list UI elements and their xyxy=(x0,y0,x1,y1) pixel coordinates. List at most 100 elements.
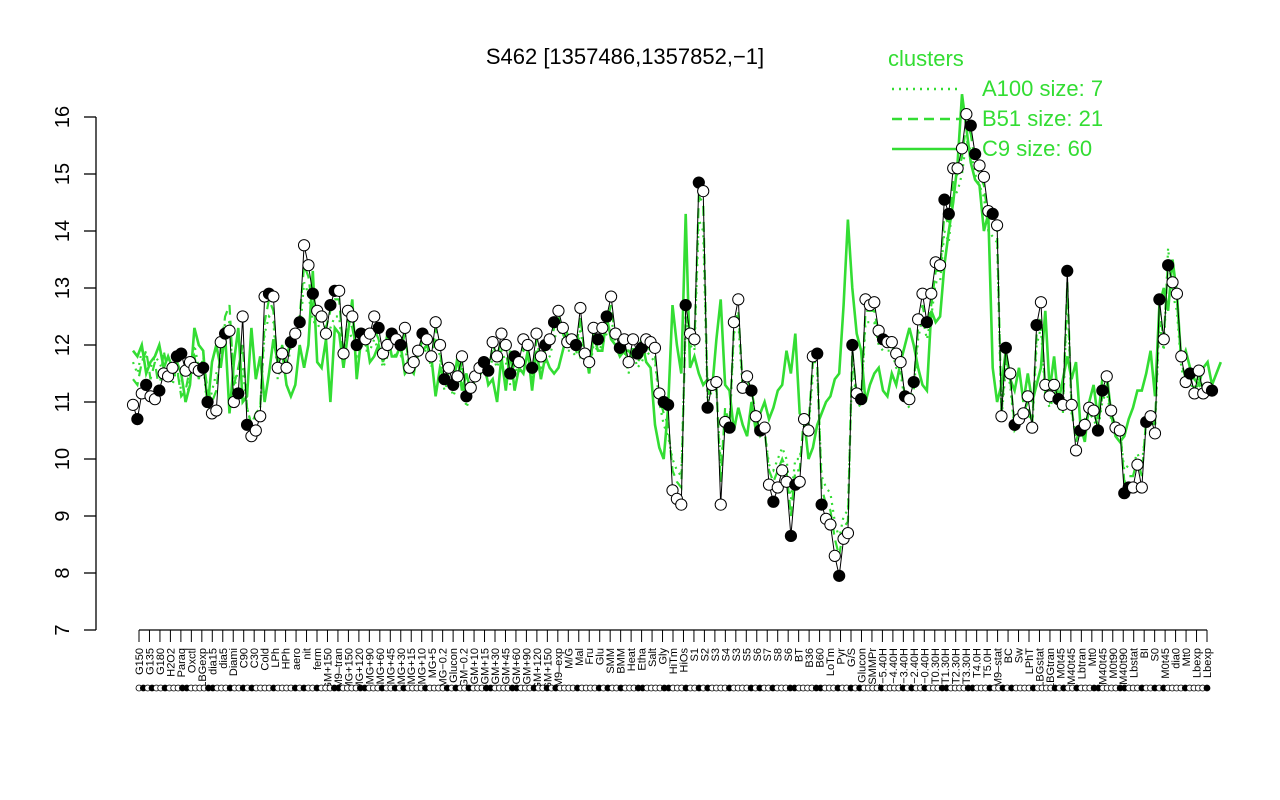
x-tick-label: GM+30 xyxy=(490,648,502,684)
x-tick-label: M0t45 xyxy=(1055,648,1067,679)
x-tick-label: Lbtran xyxy=(1076,648,1088,679)
x-tick-label: Glucon xyxy=(857,648,869,683)
y-tick-label: 13 xyxy=(52,277,74,299)
data-point xyxy=(740,370,754,383)
data-point xyxy=(442,361,455,374)
data-point xyxy=(1175,350,1188,363)
x-tick-label: GM−0.2 xyxy=(459,648,471,687)
data-point xyxy=(280,361,293,374)
x-tick-label: Cold xyxy=(260,648,272,671)
x-tick-label: G150 xyxy=(134,648,146,675)
data-point xyxy=(749,410,762,423)
data-point xyxy=(767,495,780,508)
data-point xyxy=(569,338,583,352)
data-point xyxy=(679,299,692,312)
data-point xyxy=(556,321,569,334)
x-tick-label: G135 xyxy=(145,648,157,675)
x-tick-label: GM+45 xyxy=(501,648,513,684)
x-tick-label: M40t45 xyxy=(1097,648,1109,685)
data-point xyxy=(846,338,859,352)
data-point xyxy=(784,529,798,543)
x-tick-label: T3.30H xyxy=(961,648,973,684)
x-tick-label: Diami xyxy=(228,648,240,676)
data-point xyxy=(315,310,328,323)
data-point xyxy=(1030,318,1043,332)
x-tick-label: S6 xyxy=(752,648,764,661)
x-tick-label: Glucon xyxy=(448,648,460,683)
data-point xyxy=(793,475,806,488)
data-point xyxy=(758,421,771,434)
x-tick-label: GM+60 xyxy=(511,648,523,684)
data-point xyxy=(420,333,433,346)
data-point xyxy=(324,299,337,312)
x-tick-label: MG+150 xyxy=(343,648,355,691)
legend-label: A100 size: 7 xyxy=(982,76,1103,101)
x-tick-label: Mal xyxy=(574,648,586,666)
data-point xyxy=(1162,259,1175,272)
y-tick-label: 11 xyxy=(52,392,74,413)
x-tick-label: B60 xyxy=(815,648,827,668)
x-tick-label: GM+90 xyxy=(521,648,533,684)
x-tick-label: S0 xyxy=(1150,648,1162,661)
legend-label: C9 size: 60 xyxy=(982,136,1092,161)
data-point xyxy=(933,259,947,272)
data-point xyxy=(1166,276,1179,289)
data-point xyxy=(723,421,736,434)
x-tick-label: GM+150 xyxy=(542,648,554,691)
data-point xyxy=(977,170,991,183)
data-point xyxy=(1078,418,1091,431)
data-point xyxy=(433,338,447,352)
x-tick-label: MG+120 xyxy=(354,648,366,691)
data-point xyxy=(451,370,464,383)
data-point xyxy=(964,119,977,132)
data-point xyxy=(429,316,442,329)
legend-title: clusters xyxy=(888,46,964,71)
x-tick-label: Lbexp xyxy=(1202,648,1214,678)
y-tick-label: 12 xyxy=(52,334,74,356)
x-tick-label: T1.30H xyxy=(940,648,952,684)
data-point xyxy=(490,350,504,363)
x-tick-label: MG+5 xyxy=(427,648,439,678)
data-point xyxy=(1105,404,1118,417)
points-layer xyxy=(126,108,1219,582)
y-tick-label: 9 xyxy=(52,510,74,521)
x-tick-label: C30 xyxy=(249,648,261,668)
x-tick-label: S3 xyxy=(710,648,722,661)
data-point xyxy=(841,527,855,540)
data-point xyxy=(398,321,412,334)
data-point xyxy=(381,338,394,352)
data-point xyxy=(942,207,955,220)
x-tick-label: Mt0 xyxy=(1087,648,1099,666)
x-tick-label: T0.30H xyxy=(930,648,942,684)
data-point xyxy=(885,336,898,349)
rug-marker xyxy=(1203,684,1211,692)
data-point xyxy=(1170,287,1184,300)
data-point xyxy=(591,333,605,346)
data-point xyxy=(175,347,188,360)
x-tick-label: H2O2 xyxy=(165,648,177,677)
data-point xyxy=(1144,410,1157,423)
x-tick-label: LBGexp xyxy=(197,648,209,688)
data-point xyxy=(140,378,153,391)
data-point xyxy=(626,333,640,346)
y-axis: 7 8 9 10 11 12 13 14 15 16 xyxy=(52,106,97,636)
x-tick-label: G/S xyxy=(846,648,858,667)
x-tick-label: Lbexp xyxy=(1192,648,1204,678)
data-point xyxy=(1091,424,1105,437)
x-tick-label: Heat xyxy=(626,648,638,671)
chart-title: S462 [1357486,1357852,−1] xyxy=(486,44,764,69)
x-tick-label: S3 xyxy=(731,648,743,661)
x-tick-label: Glu xyxy=(595,648,607,665)
x-tick-label: ferm xyxy=(312,648,324,670)
x-tick-label: GM+150 xyxy=(323,648,335,691)
data-point xyxy=(951,162,964,175)
data-point xyxy=(714,498,727,511)
x-tick-label: Gly xyxy=(658,648,670,665)
data-point xyxy=(1004,367,1017,380)
data-point xyxy=(710,375,723,389)
data-point xyxy=(833,569,846,582)
data-point xyxy=(811,347,824,360)
data-point xyxy=(1034,296,1048,309)
data-point xyxy=(1135,481,1148,494)
